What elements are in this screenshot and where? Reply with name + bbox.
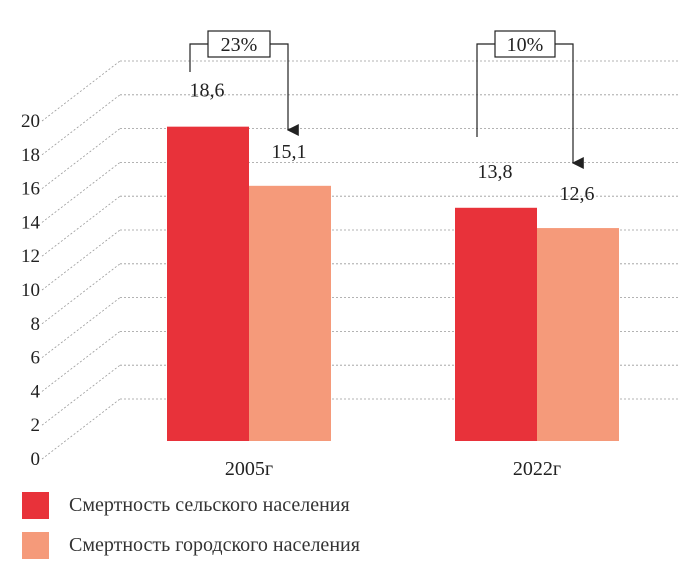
x-axis: 2005г 2022г (225, 458, 561, 480)
change-annotations: 23% 10% (189, 30, 584, 169)
grid-slant-3 (41, 297, 121, 358)
y-tick-label-7: 14 (21, 212, 41, 233)
bar-0-1 (249, 185, 331, 441)
annotation-bracket-left-0 (189, 43, 208, 72)
grid-slant-0 (41, 398, 121, 460)
legend: Смертность сельского населения Смертност… (22, 487, 360, 567)
y-tick-label-6: 12 (21, 246, 40, 267)
data-label-0-1: 15,1 (272, 141, 307, 163)
annotation-box-1 (494, 30, 556, 58)
x-tick-label-0: 2005г (225, 458, 273, 480)
legend-item-urban: Смертность городского населения (22, 527, 360, 563)
legend-label-urban: Смертность городского населения (69, 533, 360, 556)
legend-item-rural: Смертность сельского населения (22, 487, 360, 523)
y-tick-label-1: 2 (31, 415, 41, 436)
y-tick-label-10: 20 (21, 111, 40, 132)
annotation-box-0 (207, 30, 271, 58)
y-tick-label-3: 6 (31, 348, 41, 369)
grid-slant-9 (41, 94, 121, 156)
grid-slant-8 (41, 128, 121, 189)
legend-swatch-rural (22, 491, 49, 519)
bar-chart: 0 2 4 6 8 10 12 14 16 18 20 18,6 15,1 13,8 12,6 2005г… (21, 30, 680, 480)
data-label-1-1: 12,6 (560, 183, 595, 205)
annotation-label-1: 10% (507, 34, 544, 56)
data-label-0-0: 18,6 (190, 80, 225, 102)
grid-slant-1 (41, 364, 121, 426)
x-tick-label-1: 2022г (513, 458, 561, 480)
bar-1-0 (455, 207, 537, 441)
annotation-bracket-left-1 (476, 43, 495, 137)
bar-0-0 (167, 126, 249, 441)
grid-slant-4 (41, 263, 121, 325)
bars (167, 126, 619, 441)
data-label-1-0: 13,8 (478, 161, 513, 183)
annotation-arrow-0 (270, 43, 299, 136)
annotation-label-0: 23% (221, 34, 258, 56)
grid-slant-2 (41, 331, 121, 392)
y-tick-label-2: 4 (31, 381, 41, 402)
annotation-arrow-1 (555, 43, 584, 169)
data-labels: 18,6 15,1 13,8 12,6 (190, 80, 595, 205)
legend-label-rural: Смертность сельского населения (69, 493, 350, 516)
y-tick-label-8: 16 (21, 179, 40, 200)
grid-slant-10 (41, 60, 121, 122)
y-tick-label-5: 10 (21, 280, 40, 301)
bar-1-1 (537, 228, 619, 441)
grid-slant-7 (41, 162, 121, 223)
y-tick-label-0: 0 (31, 449, 41, 470)
y-axis: 0 2 4 6 8 10 12 14 16 18 20 (21, 111, 41, 470)
y-tick-label-4: 8 (31, 314, 41, 335)
legend-swatch-urban (22, 531, 49, 559)
grid-slant-5 (41, 229, 121, 291)
grid-slant-6 (41, 195, 121, 257)
y-tick-label-9: 18 (21, 145, 40, 166)
